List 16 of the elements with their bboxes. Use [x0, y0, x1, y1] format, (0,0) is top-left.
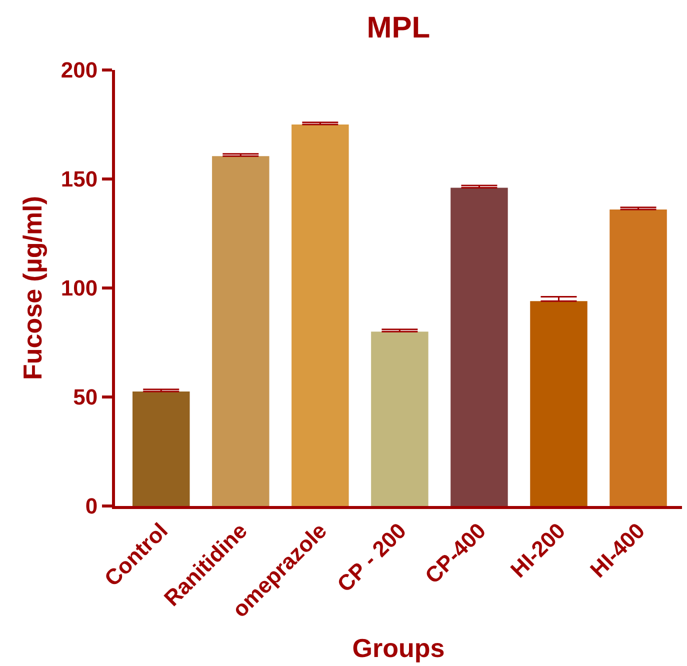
y-tick-label: 100	[60, 276, 98, 301]
bar	[132, 392, 190, 506]
y-tick-label: 200	[60, 58, 98, 83]
bar	[530, 301, 588, 506]
chart-title: MPL	[366, 12, 430, 45]
bar	[610, 210, 667, 506]
bar	[450, 188, 508, 506]
y-tick-label: 50	[73, 384, 98, 410]
y-tick-label: 150	[60, 166, 98, 192]
bar	[292, 124, 349, 506]
bar	[212, 156, 270, 506]
y-axis-title: Fucose (µg/ml)	[17, 196, 48, 380]
y-tick-label: 0	[85, 494, 98, 519]
x-axis-title: Groups	[352, 632, 445, 663]
x-tick-label: CP - 200	[332, 518, 412, 597]
bar	[371, 332, 428, 506]
